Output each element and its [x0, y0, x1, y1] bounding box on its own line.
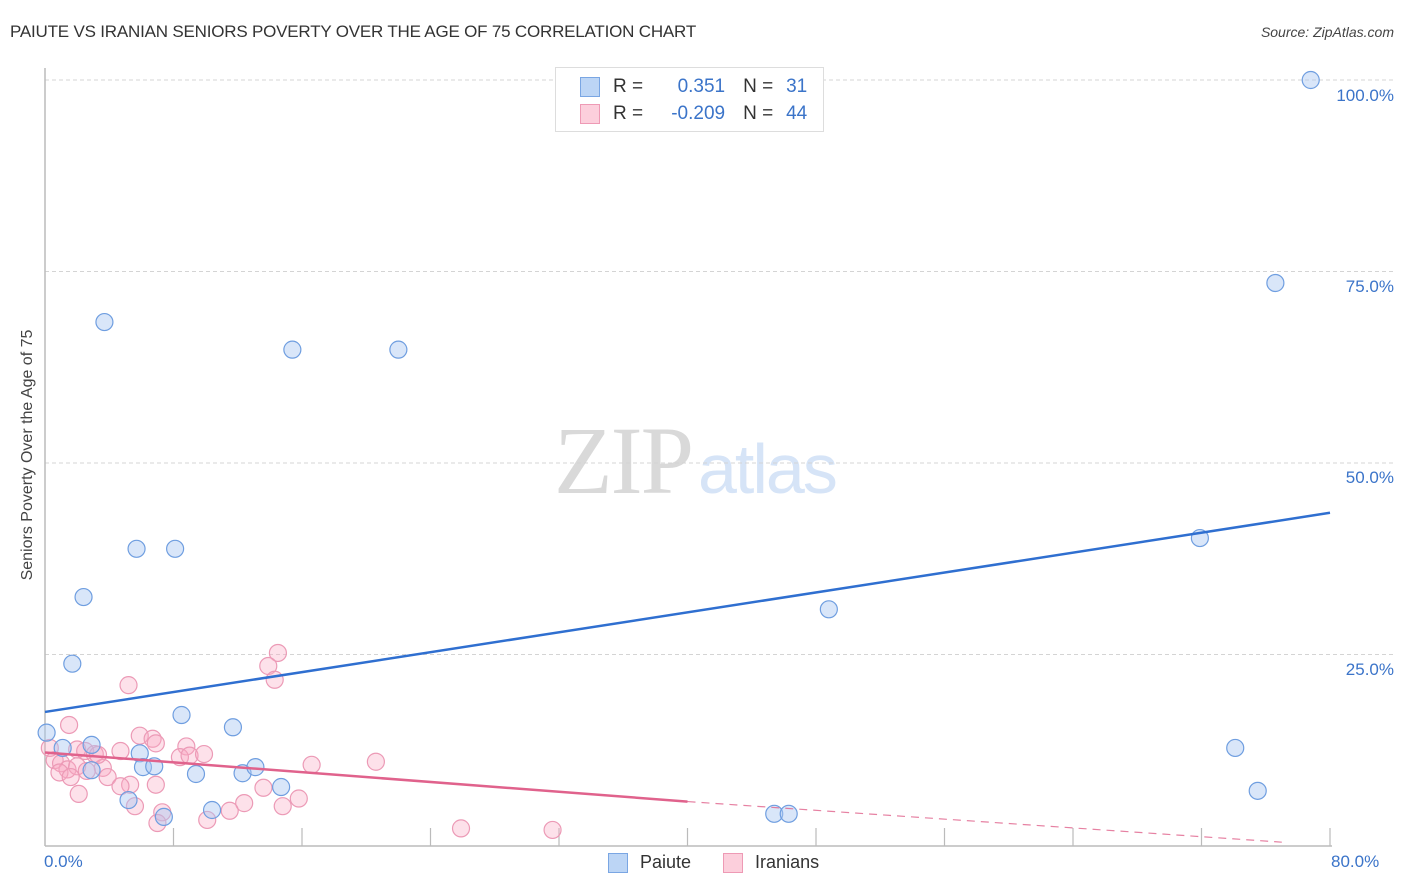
legend-row-iranians: R = -0.209 N = 44: [580, 102, 807, 126]
x-tick-0: 0.0%: [44, 852, 83, 871]
y-tick-50: 50.0%: [1345, 468, 1394, 487]
r-value: -0.209: [671, 103, 726, 124]
n-label: N =: [743, 103, 774, 124]
y-axis-label: Seniors Poverty Over the Age of 75: [19, 329, 36, 581]
legend-row-paiute: R = 0.351 N = 31: [580, 75, 807, 99]
gridlines: [45, 79, 1395, 655]
n-value: 31: [786, 76, 808, 97]
iranians-swatch: [580, 104, 600, 124]
chart-title: PAIUTE VS IRANIAN SENIORS POVERTY OVER T…: [10, 22, 696, 41]
x-tick-80: 80.0%: [1331, 852, 1380, 871]
n-value: 44: [786, 103, 808, 124]
r-value: 0.351: [677, 76, 726, 97]
series-legend: Paiute Iranians: [608, 852, 851, 873]
watermark-atlas: atlas: [698, 430, 838, 508]
paiute-swatch: [580, 77, 600, 97]
n-label: N =: [743, 76, 774, 97]
legend-item-iranians[interactable]: Iranians: [723, 852, 819, 873]
r-label: R =: [613, 76, 644, 97]
watermark: ZIPatlas: [554, 405, 838, 516]
source-label: Source: ZipAtlas.com: [1260, 24, 1394, 40]
axes: [44, 68, 1332, 847]
y-tick-25: 25.0%: [1345, 660, 1394, 679]
watermark-zip: ZIP: [554, 407, 694, 514]
iranians-points: [40, 643, 562, 840]
trendlines: [44, 511, 1331, 843]
legend-label: Paiute: [640, 852, 692, 872]
paiute-swatch: [608, 852, 628, 873]
correlation-legend: R = 0.351 N = 31 R = -0.209 N = 44: [555, 67, 824, 132]
legend-label: Iranians: [755, 852, 820, 872]
paiute-points: [37, 70, 1320, 826]
y-tick-100: 100.0%: [1336, 86, 1394, 105]
iranians-swatch: [723, 852, 744, 873]
legend-item-paiute[interactable]: Paiute: [608, 852, 691, 873]
y-tick-75: 75.0%: [1345, 277, 1394, 296]
r-label: R =: [613, 103, 644, 124]
